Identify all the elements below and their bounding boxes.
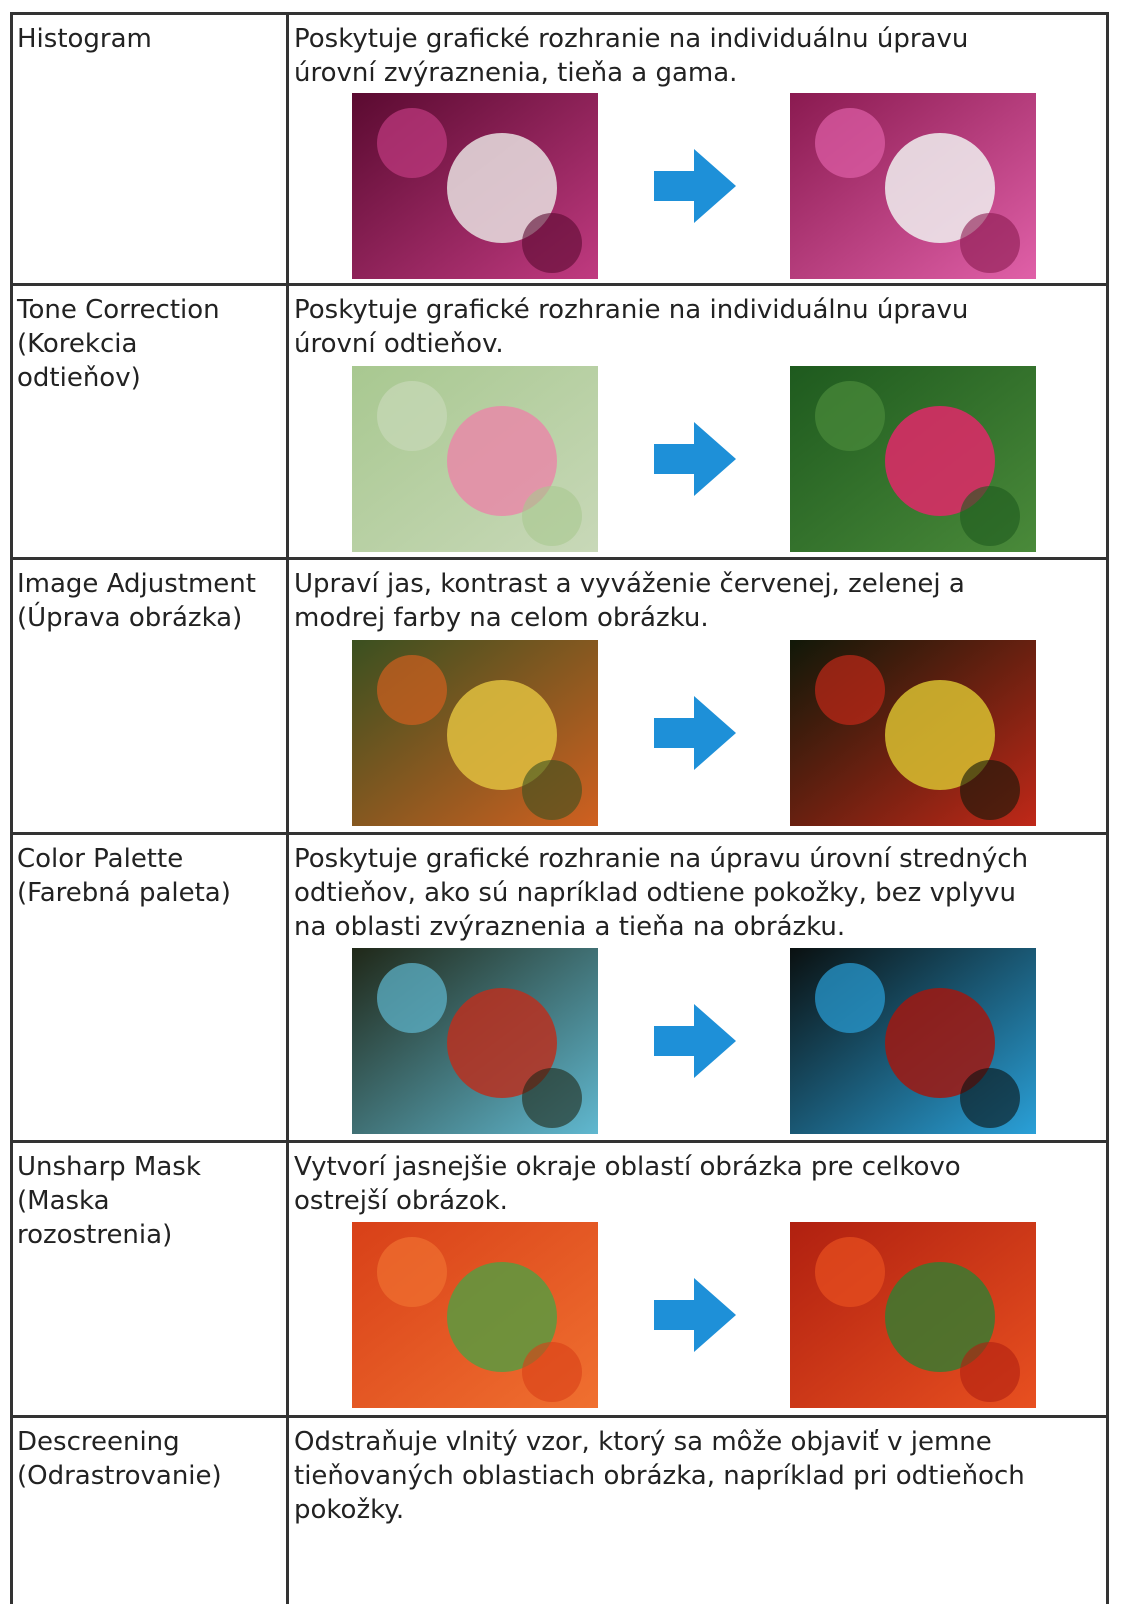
arrow — [654, 1004, 736, 1078]
feature-name: Unsharp Mask — [17, 1152, 201, 1182]
feature-description: Vytvorí jasnejšie okraje oblastí obrázka… — [294, 1152, 961, 1182]
example-image — [790, 93, 1036, 279]
feature-description: Poskytuje grafické rozhranie na individu… — [294, 24, 969, 54]
feature-description: pokožky. — [294, 1495, 405, 1525]
row-border — [10, 1140, 1109, 1143]
example-image — [790, 640, 1036, 826]
example-image — [352, 1222, 598, 1408]
row-border — [10, 283, 1109, 286]
feature-name: Color Palette — [17, 844, 184, 874]
feature-description: modrej farby na celom obrázku. — [294, 603, 709, 633]
feature-description: Odstraňuje vlnitý vzor, ktorý sa môže ob… — [294, 1427, 992, 1457]
example-image — [352, 948, 598, 1134]
row-border — [10, 12, 1109, 15]
row-border — [10, 1415, 1109, 1418]
feature-name: (Úprava obrázka) — [17, 603, 243, 633]
row-border — [10, 832, 1109, 835]
feature-description: tieňovaných oblastiach obrázka, napríkla… — [294, 1461, 1025, 1491]
feature-name: Histogram — [17, 24, 152, 54]
feature-name: (Farebná paleta) — [17, 878, 231, 908]
feature-name: (Odrastrovanie) — [17, 1461, 222, 1491]
feature-name: rozostrenia) — [17, 1220, 173, 1250]
example-image — [352, 366, 598, 552]
feature-name: (Korekcia — [17, 329, 138, 359]
arrow — [654, 696, 736, 770]
feature-name: (Maska — [17, 1186, 110, 1216]
table-border — [1106, 12, 1109, 1604]
arrow — [654, 149, 736, 223]
feature-description: úrovní odtieňov. — [294, 329, 504, 359]
feature-description: úrovní zvýraznenia, tieňa a gama. — [294, 58, 738, 88]
example-image — [790, 366, 1036, 552]
arrow — [654, 422, 736, 496]
feature-description: Upraví jas, kontrast a vyváženie červene… — [294, 569, 965, 599]
example-image — [352, 93, 598, 279]
row-border — [10, 557, 1109, 560]
example-image — [790, 1222, 1036, 1408]
table-border — [10, 12, 13, 1604]
feature-name: odtieňov) — [17, 363, 141, 393]
arrow — [654, 1278, 736, 1352]
feature-name: Image Adjustment — [17, 569, 256, 599]
feature-description: Poskytuje grafické rozhranie na úpravu ú… — [294, 844, 1029, 874]
feature-name: Tone Correction — [17, 295, 220, 325]
feature-description: odtieňov, ako sú napríklad odtiene pokož… — [294, 878, 1016, 908]
column-divider — [286, 12, 289, 1604]
example-image — [790, 948, 1036, 1134]
feature-description: Poskytuje grafické rozhranie na individu… — [294, 295, 969, 325]
feature-name: Descreening — [17, 1427, 180, 1457]
example-image — [352, 640, 598, 826]
feature-description: na oblasti zvýraznenia a tieňa na obrázk… — [294, 912, 846, 942]
feature-description: ostrejší obrázok. — [294, 1186, 508, 1216]
